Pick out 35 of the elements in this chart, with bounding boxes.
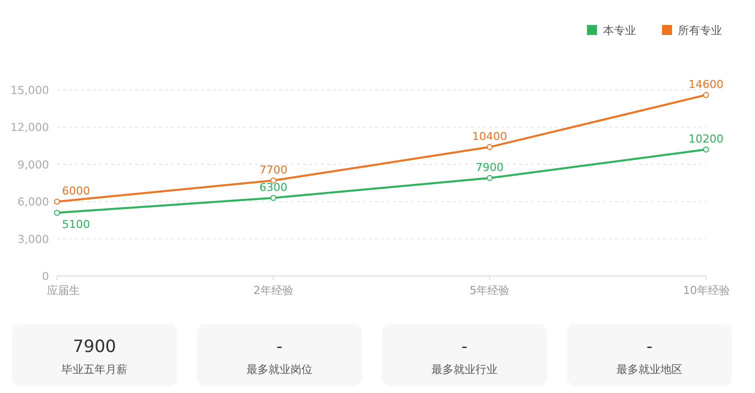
data-label: 14600 — [688, 78, 724, 91]
y-tick-label: 9,000 — [18, 158, 49, 172]
legend-label: 本专业 — [603, 24, 636, 37]
text: 7900 — [72, 337, 116, 357]
text: 最多就业地区 — [616, 363, 682, 376]
point — [703, 146, 709, 153]
text: 毕业五年月薪 — [62, 363, 128, 376]
point — [54, 210, 60, 216]
point — [54, 198, 60, 205]
x-tick-label: 10年经验 — [683, 284, 730, 297]
x-tick-label: 5年经验 — [470, 284, 510, 297]
text: 最多就业岗位 — [246, 363, 312, 376]
point — [703, 92, 709, 98]
text: - — [646, 337, 653, 357]
legend-label: 所有专业 — [678, 24, 722, 37]
data-label: 10400 — [472, 130, 508, 144]
data-label: 5100 — [62, 218, 90, 231]
data-label: 7700 — [259, 164, 288, 177]
data-label: 6300 — [259, 180, 288, 194]
data-label: 7900 — [476, 161, 504, 174]
y-tick-label: 6,000 — [18, 196, 49, 209]
y-tick-label: 12,000 — [10, 121, 49, 134]
x-tick-label: 应届生 — [47, 284, 80, 297]
point — [486, 144, 493, 150]
point — [270, 194, 276, 201]
y-tick-label: 15,000 — [10, 84, 49, 97]
text: 最多就业行业 — [432, 363, 498, 376]
text: - — [276, 337, 283, 357]
x-tick-label: 2年经验 — [253, 284, 294, 297]
y-tick-label: 0 — [42, 270, 49, 283]
data-label: 10200 — [688, 132, 724, 146]
y-tick-label: 3,000 — [18, 232, 49, 246]
data-label: 6000 — [62, 184, 90, 198]
point — [486, 175, 493, 182]
text: - — [461, 337, 468, 357]
